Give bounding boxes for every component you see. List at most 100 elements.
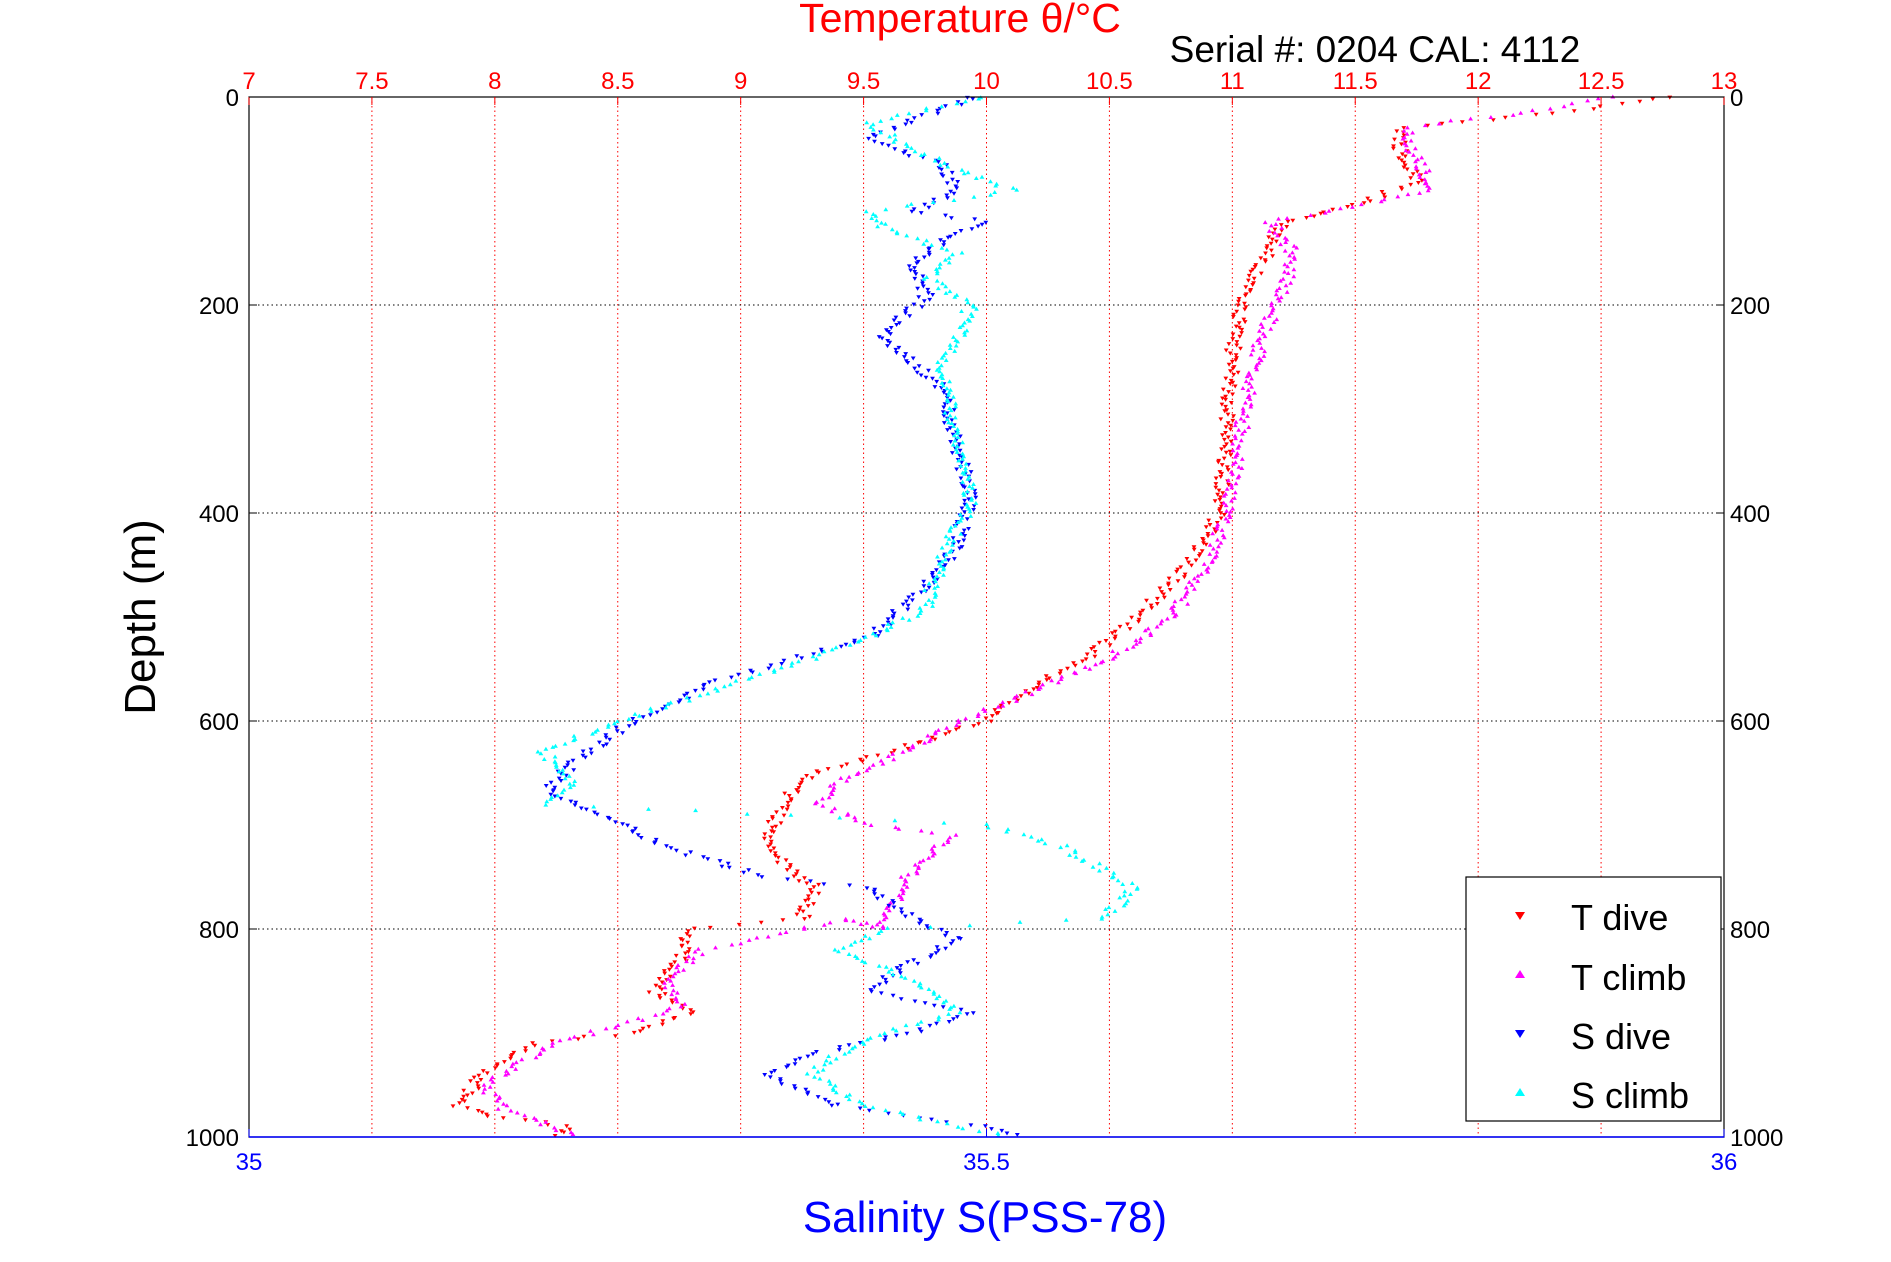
data-point xyxy=(963,716,969,721)
data-point xyxy=(917,611,923,615)
data-point xyxy=(953,401,959,406)
data-point xyxy=(1321,210,1326,215)
data-point xyxy=(580,753,586,758)
data-point xyxy=(883,964,889,969)
data-point xyxy=(872,139,877,144)
data-point xyxy=(958,531,964,536)
data-point xyxy=(769,825,775,830)
data-point xyxy=(1261,353,1267,358)
data-point xyxy=(682,693,687,698)
data-point xyxy=(976,711,981,716)
data-point xyxy=(972,217,978,222)
data-point xyxy=(845,812,850,817)
data-point xyxy=(792,1086,798,1091)
data-point xyxy=(944,931,950,935)
data-point xyxy=(1378,199,1384,204)
data-point xyxy=(911,958,917,963)
data-point xyxy=(1229,498,1234,503)
data-point xyxy=(659,987,665,992)
data-point xyxy=(972,488,978,493)
data-point xyxy=(1036,687,1042,691)
data-point xyxy=(1287,253,1292,258)
data-point xyxy=(925,287,931,292)
data-point xyxy=(953,447,959,452)
data-point xyxy=(612,721,617,726)
data-point xyxy=(1213,485,1219,490)
data-point xyxy=(568,785,573,790)
data-point xyxy=(967,484,972,489)
data-point xyxy=(956,720,962,725)
data-point xyxy=(690,960,696,965)
data-point xyxy=(1349,203,1355,207)
data-point xyxy=(933,951,939,956)
data-point xyxy=(1345,205,1350,209)
data-point xyxy=(654,710,660,715)
data-point xyxy=(929,830,935,835)
data-point xyxy=(570,1132,576,1136)
data-point xyxy=(900,891,906,896)
data-point xyxy=(552,754,558,759)
data-point xyxy=(692,926,697,931)
data-point xyxy=(1165,616,1170,621)
data-point xyxy=(1117,624,1123,629)
data-point xyxy=(543,784,549,788)
data-point xyxy=(934,568,939,573)
data-point xyxy=(872,892,877,897)
data-point xyxy=(886,143,891,148)
data-point xyxy=(1012,695,1017,700)
data-point xyxy=(890,615,896,620)
data-point xyxy=(1518,110,1524,115)
data-point xyxy=(603,733,609,738)
data-point xyxy=(971,724,977,729)
data-point xyxy=(1125,898,1131,903)
data-point xyxy=(1218,516,1224,521)
data-point xyxy=(781,658,787,663)
data-point xyxy=(614,719,620,724)
data-point xyxy=(1278,242,1283,247)
data-point xyxy=(1117,895,1123,900)
left-depth-tick-label: 400 xyxy=(199,501,239,528)
data-point xyxy=(922,202,928,207)
data-point xyxy=(958,937,963,941)
data-point xyxy=(943,358,949,362)
data-point xyxy=(1182,572,1188,577)
data-point xyxy=(1072,850,1078,855)
data-point xyxy=(941,243,947,248)
data-point xyxy=(640,1026,646,1031)
data-point xyxy=(701,855,706,860)
left-depth-tick-label: 600 xyxy=(199,709,239,736)
data-point xyxy=(1245,395,1251,399)
data-point xyxy=(933,579,938,584)
data-point xyxy=(885,925,890,930)
data-point xyxy=(1415,157,1420,162)
data-point xyxy=(1401,133,1407,138)
data-point xyxy=(768,663,774,668)
data-point xyxy=(880,894,885,899)
data-point xyxy=(552,1125,557,1130)
data-point xyxy=(684,691,690,696)
data-point xyxy=(811,1064,817,1069)
data-point xyxy=(785,804,791,809)
data-point xyxy=(1110,656,1116,661)
data-point xyxy=(513,1060,519,1065)
data-point xyxy=(712,678,718,683)
data-point xyxy=(1058,669,1064,674)
data-point xyxy=(1230,461,1236,466)
data-point xyxy=(1207,542,1213,547)
data-point xyxy=(875,753,881,758)
data-point xyxy=(913,272,919,277)
data-point xyxy=(963,468,968,473)
data-point xyxy=(879,336,885,341)
data-point xyxy=(965,476,971,481)
data-point xyxy=(928,955,933,960)
data-point xyxy=(1290,250,1295,255)
data-point xyxy=(920,281,925,286)
data-point xyxy=(746,937,752,942)
data-point xyxy=(1423,170,1429,174)
data-point xyxy=(791,874,797,879)
data-point xyxy=(1268,326,1274,331)
data-point xyxy=(822,1097,828,1102)
data-point xyxy=(571,733,577,738)
data-point xyxy=(762,832,768,837)
data-point xyxy=(554,764,559,769)
